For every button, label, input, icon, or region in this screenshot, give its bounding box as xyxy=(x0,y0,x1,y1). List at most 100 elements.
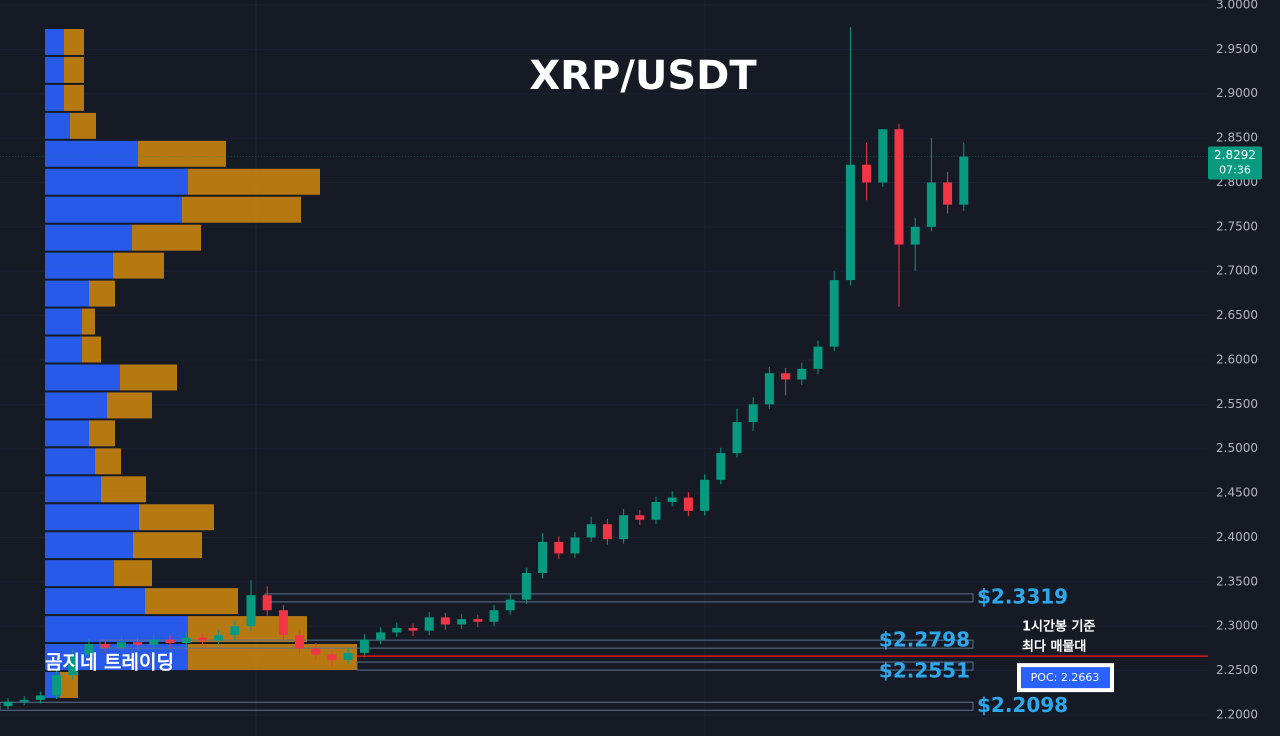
profile-bar xyxy=(64,84,84,111)
y-tick-label: 2.2500 xyxy=(1216,663,1258,677)
profile-bar xyxy=(60,671,78,698)
candle-body xyxy=(829,280,839,347)
poc-label: POC: 2.2663 xyxy=(1031,671,1100,684)
profile-bar xyxy=(45,476,101,503)
candle-body xyxy=(781,373,791,380)
price-tag xyxy=(1208,146,1262,180)
profile-bar xyxy=(139,504,214,531)
profile-bar xyxy=(120,364,177,391)
y-tick-label: 2.6500 xyxy=(1216,308,1258,322)
candle-body xyxy=(424,617,434,631)
candle-body xyxy=(586,524,596,538)
note-line: 1시간봉 기준 xyxy=(1022,619,1095,635)
candle-body xyxy=(440,617,450,625)
profile-bar xyxy=(45,392,107,419)
candle-body xyxy=(716,453,726,480)
profile-bar xyxy=(45,532,133,559)
profile-bar xyxy=(45,588,145,615)
candle-body xyxy=(68,654,78,676)
candle-body xyxy=(651,501,661,520)
candle-body xyxy=(35,695,45,700)
candle-body xyxy=(84,643,94,655)
profile-bar xyxy=(182,196,301,223)
profile-bar xyxy=(45,112,70,139)
profile-bar xyxy=(188,168,320,195)
level-label: $2.2551 xyxy=(879,659,970,683)
candle-body xyxy=(813,346,823,369)
candle-body xyxy=(764,373,774,405)
candle-body xyxy=(149,639,159,645)
profile-bar xyxy=(132,224,201,251)
candle-body xyxy=(959,156,969,205)
profile-bar xyxy=(45,224,132,251)
price-tag-countdown: 07:36 xyxy=(1219,164,1251,177)
candle-body xyxy=(457,619,467,625)
profile-bar xyxy=(45,84,64,111)
profile-bar xyxy=(82,308,95,335)
candle-body xyxy=(278,610,288,636)
candle-body xyxy=(894,129,904,245)
profile-bar xyxy=(64,29,84,55)
candle-body xyxy=(521,572,531,600)
candle-body xyxy=(554,541,564,554)
candle-body xyxy=(165,639,175,644)
level-box xyxy=(99,639,974,649)
note-line: 최다 매물대 xyxy=(1022,639,1086,655)
candle-body xyxy=(570,537,580,554)
candle-body xyxy=(473,619,483,622)
profile-bar xyxy=(95,448,121,475)
y-tick-label: 2.9500 xyxy=(1216,42,1258,56)
profile-bar xyxy=(101,476,146,503)
candle-body xyxy=(359,639,369,653)
poc-badge xyxy=(1021,667,1110,689)
candle-body xyxy=(181,637,191,644)
candle-body xyxy=(732,422,742,454)
candle-body xyxy=(602,524,612,540)
candle-body xyxy=(19,699,29,702)
profile-bar xyxy=(64,56,84,83)
candle-body xyxy=(910,226,920,245)
candle-body xyxy=(343,652,353,660)
profile-bar xyxy=(133,532,202,559)
level-label: $2.3319 xyxy=(977,584,1068,608)
candle-body xyxy=(3,701,13,707)
candle-body xyxy=(327,654,337,660)
profile-bar xyxy=(45,308,82,335)
profile-bar xyxy=(89,420,115,447)
profile-bar xyxy=(45,364,120,391)
y-tick-label: 2.7500 xyxy=(1216,219,1258,233)
profile-bar xyxy=(45,252,113,279)
candle-body xyxy=(489,610,499,622)
y-tick-label: 2.7000 xyxy=(1216,264,1258,278)
y-tick-label: 2.2000 xyxy=(1216,707,1258,721)
candle-body xyxy=(408,627,418,631)
profile-bar xyxy=(107,392,152,419)
profile-bar xyxy=(138,140,226,167)
candle-body xyxy=(538,541,548,573)
y-tick-label: 2.5000 xyxy=(1216,441,1258,455)
profile-bar xyxy=(45,196,182,223)
level-label: $2.2098 xyxy=(977,693,1068,717)
candle-body xyxy=(116,642,126,648)
candle-body xyxy=(748,404,758,423)
candle-body xyxy=(505,599,515,611)
y-tick-label: 2.3000 xyxy=(1216,619,1258,633)
profile-bar xyxy=(45,56,64,83)
candle-body xyxy=(845,164,855,281)
profile-bar xyxy=(45,280,89,307)
candle-body xyxy=(619,515,629,540)
candle-body xyxy=(700,479,710,511)
candle-body xyxy=(133,642,143,645)
profile-bar xyxy=(45,448,95,475)
candle-body xyxy=(943,182,953,205)
price-tag-value: 2.8292 xyxy=(1214,148,1256,162)
candle-body xyxy=(683,497,693,511)
candle-body xyxy=(262,595,272,611)
watermark: 곰지네 트레이딩 xyxy=(45,652,174,674)
y-tick-label: 2.9000 xyxy=(1216,86,1258,100)
profile-bar xyxy=(45,420,89,447)
y-tick-label: 2.6000 xyxy=(1216,352,1258,366)
candle-body xyxy=(878,129,888,183)
y-tick-label: 2.8500 xyxy=(1216,131,1258,145)
